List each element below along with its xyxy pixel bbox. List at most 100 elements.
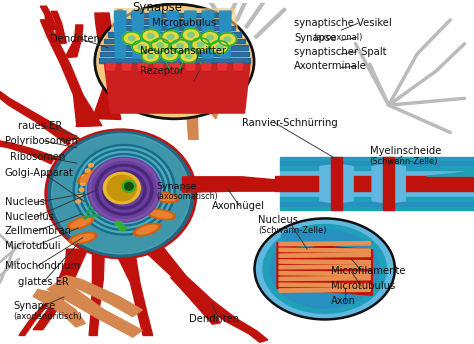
Polygon shape [51,11,66,44]
Polygon shape [103,13,115,54]
Ellipse shape [52,134,190,254]
Polygon shape [280,170,474,176]
Text: Golgi-Apparat: Golgi-Apparat [5,169,73,179]
Ellipse shape [89,158,160,222]
Ellipse shape [67,216,94,229]
Circle shape [210,41,228,54]
Ellipse shape [87,157,161,222]
Polygon shape [99,58,250,63]
Polygon shape [201,64,211,70]
Ellipse shape [73,144,175,235]
Polygon shape [279,260,370,264]
Polygon shape [167,11,179,58]
Circle shape [201,31,219,44]
Polygon shape [47,282,142,337]
Polygon shape [65,25,83,57]
Ellipse shape [107,175,137,201]
Polygon shape [372,165,383,202]
Text: Neurotransmitter: Neurotransmitter [140,45,226,56]
Polygon shape [279,241,370,246]
Text: synaptischer Spalt: synaptischer Spalt [294,47,386,57]
Polygon shape [202,11,214,58]
Polygon shape [280,160,474,165]
Text: Polyribosomen: Polyribosomen [5,136,78,146]
Polygon shape [104,63,250,113]
Polygon shape [280,157,474,160]
Polygon shape [40,6,57,30]
Text: Synapse: Synapse [294,33,336,43]
Text: Synapse: Synapse [13,301,55,311]
Polygon shape [277,243,373,295]
Polygon shape [154,64,163,70]
Polygon shape [115,11,126,58]
Circle shape [128,36,135,41]
Circle shape [157,43,164,47]
Text: (axosomatisch): (axosomatisch) [156,192,218,201]
Polygon shape [122,64,131,70]
Polygon shape [280,202,474,207]
Polygon shape [185,11,196,58]
Ellipse shape [94,163,155,217]
Circle shape [161,48,179,61]
Text: Ranvier-Schnürring: Ranvier-Schnürring [242,118,337,128]
Circle shape [147,54,154,58]
Polygon shape [182,177,299,192]
Polygon shape [279,253,370,257]
Polygon shape [320,165,331,202]
Ellipse shape [154,194,176,201]
Circle shape [115,220,122,226]
Circle shape [89,163,93,167]
Polygon shape [186,64,195,70]
Polygon shape [220,11,231,58]
Polygon shape [280,191,474,197]
Ellipse shape [89,159,159,221]
Circle shape [167,34,174,39]
Ellipse shape [150,192,180,202]
Text: Synapse: Synapse [133,1,182,14]
Circle shape [177,44,183,49]
Polygon shape [279,288,370,292]
Circle shape [151,39,169,52]
Circle shape [191,38,210,51]
Text: Dendriten: Dendriten [189,314,238,324]
Polygon shape [40,20,102,126]
Text: glattes ER: glattes ER [18,277,69,287]
Circle shape [182,29,200,41]
Circle shape [79,188,84,192]
Polygon shape [190,64,216,95]
Text: (axodendritisch): (axodendritisch) [13,312,82,321]
Text: raues ER: raues ER [18,121,62,131]
Ellipse shape [92,161,156,218]
Ellipse shape [77,170,103,184]
Ellipse shape [81,151,167,228]
Circle shape [207,35,213,40]
Polygon shape [33,249,88,330]
Ellipse shape [122,181,136,192]
Circle shape [166,52,173,57]
Ellipse shape [72,234,94,242]
Text: Nucleolus: Nucleolus [5,212,54,222]
Ellipse shape [69,233,97,244]
Text: Synapse: Synapse [156,182,197,191]
Text: (axoaxonal): (axoaxonal) [313,33,362,42]
Ellipse shape [125,183,133,190]
Text: Microtubuli: Microtubuli [5,241,60,251]
Ellipse shape [71,218,91,228]
Circle shape [255,218,395,320]
Polygon shape [171,276,220,324]
Polygon shape [108,32,241,36]
Text: (Schwann-Zelle): (Schwann-Zelle) [370,157,438,166]
Polygon shape [233,64,243,70]
Text: Dendriten: Dendriten [50,34,100,44]
Text: Zellmembran: Zellmembran [5,226,72,236]
Polygon shape [218,64,227,70]
Ellipse shape [86,156,163,224]
Circle shape [142,29,160,42]
Ellipse shape [99,168,149,212]
Ellipse shape [91,160,157,219]
Polygon shape [107,9,242,60]
Text: Ribosomen: Ribosomen [10,152,66,162]
Ellipse shape [133,224,161,236]
Text: Mitochondrium: Mitochondrium [5,261,80,271]
Ellipse shape [147,209,175,220]
